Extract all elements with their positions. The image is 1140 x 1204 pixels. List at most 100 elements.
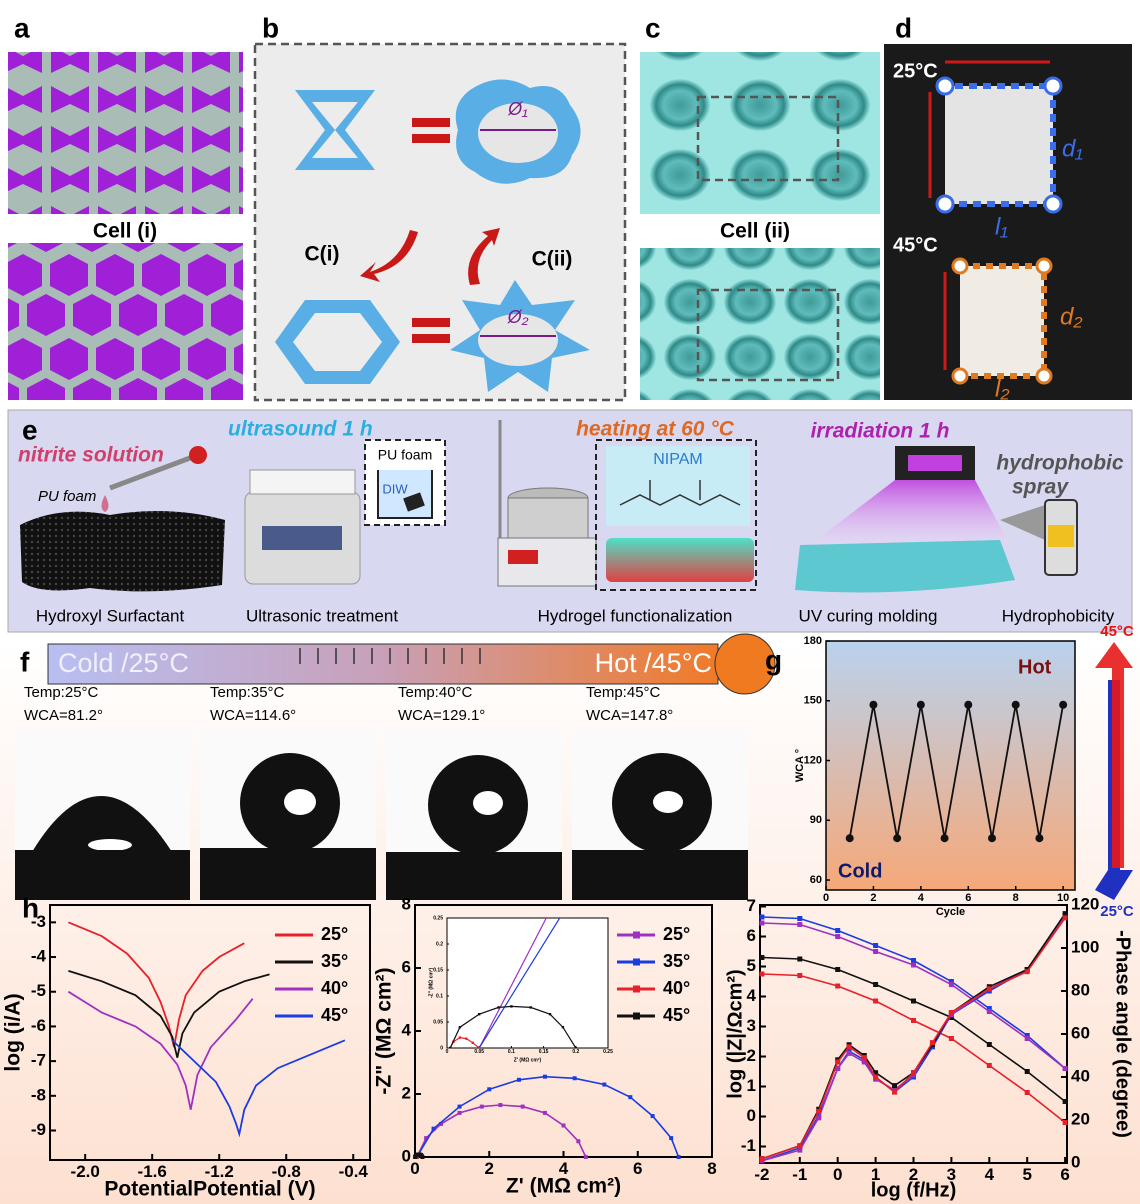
thermometer xyxy=(47,643,719,685)
x-tick-label: 8 xyxy=(707,1159,716,1178)
data-point xyxy=(911,958,916,963)
annotation: DIW xyxy=(382,481,408,496)
panel-letter: c xyxy=(645,12,661,43)
curved-arrow xyxy=(360,230,418,282)
sample xyxy=(945,86,1053,204)
x-axis-label: PotentialPotential (V) xyxy=(104,1178,315,1201)
pipette-bulb xyxy=(189,446,207,464)
annotation: Cold xyxy=(838,860,882,882)
sample-temp: Temp:40°C xyxy=(398,684,473,701)
x-tick-label: 0.1 xyxy=(508,1049,515,1055)
annotation: irradiation 1 h xyxy=(811,420,950,443)
x-tick-label: 0.2 xyxy=(572,1049,579,1055)
x-axis-label: log (f/Hz) xyxy=(871,1179,957,1201)
cold-label: Cold /25°C xyxy=(58,648,189,678)
x-tick-label: 0 xyxy=(410,1159,419,1178)
data-point xyxy=(916,700,925,709)
legend-label: 25° xyxy=(321,924,348,944)
annotation: ultrasound 1 h xyxy=(228,418,373,441)
corner xyxy=(935,76,955,96)
data-point xyxy=(561,1026,565,1029)
dim-label: d₁ xyxy=(1062,135,1083,162)
annotation: nitrite solution xyxy=(18,444,164,467)
legend-label: 45° xyxy=(663,1005,690,1025)
data-point xyxy=(873,982,879,987)
data-point xyxy=(797,916,803,921)
data-point xyxy=(873,1074,879,1080)
data-point xyxy=(1024,1033,1030,1038)
data-point xyxy=(835,1065,841,1071)
substrate xyxy=(572,850,748,900)
y-tick-label: 180 xyxy=(804,635,822,647)
droplet-highlight xyxy=(473,791,503,815)
droplet xyxy=(32,796,172,852)
molecule-box xyxy=(606,446,750,526)
data-point xyxy=(574,1046,577,1048)
dim-label: l₁ xyxy=(995,213,1008,240)
annotation: Hot xyxy=(1018,656,1052,678)
y-axis-label: -Z" (MΩ cm²) xyxy=(373,967,396,1094)
x-tick-label: 2 xyxy=(870,892,876,904)
data-point xyxy=(846,1050,852,1056)
y-tick-label: 2 xyxy=(747,1046,756,1065)
y-tick-label: 0.15 xyxy=(433,967,443,973)
data-point xyxy=(873,949,879,954)
data-point xyxy=(1024,1069,1030,1074)
x-axis-label: Z' (MΩ cm²) xyxy=(506,1175,621,1198)
zoom-box xyxy=(696,288,840,382)
data-point xyxy=(911,998,916,1004)
panel-letter: b xyxy=(262,12,279,43)
x-tick-label: 2 xyxy=(485,1159,494,1178)
data-point xyxy=(797,1147,803,1153)
y2-tick-label: 60 xyxy=(1071,1023,1090,1042)
data-point xyxy=(797,1143,803,1149)
diameter-label: Ø₁ xyxy=(507,99,528,119)
data-line xyxy=(761,917,1066,1160)
panel-letter: a xyxy=(14,12,30,43)
legend-marker xyxy=(633,985,640,993)
data-point xyxy=(471,1041,474,1044)
data-point xyxy=(835,934,841,939)
data-point xyxy=(986,1006,992,1011)
transform-label: C(i) xyxy=(305,243,340,266)
substrate xyxy=(200,848,376,900)
data-point xyxy=(759,955,765,960)
data-point xyxy=(510,1005,513,1008)
data-line xyxy=(68,970,270,1058)
y-tick-label: -8 xyxy=(31,1085,46,1104)
x-tick-label: 0.25 xyxy=(603,1049,613,1055)
data-point xyxy=(846,1044,852,1050)
oil-bath xyxy=(507,497,589,539)
spray-cone xyxy=(1000,505,1045,540)
plot-frame xyxy=(49,904,371,1161)
legend-label: 25° xyxy=(663,924,690,944)
y-tick-label: 7 xyxy=(747,896,756,915)
dim-label: l₂ xyxy=(995,375,1009,402)
legend-marker xyxy=(633,931,640,939)
corner xyxy=(951,257,969,275)
panel-letter: d xyxy=(895,12,912,43)
equals xyxy=(412,318,450,327)
data-point xyxy=(498,1103,503,1108)
data-point xyxy=(1062,911,1068,917)
x-axis-label: Cycle xyxy=(936,906,965,918)
data-line xyxy=(171,1039,346,1138)
zoom-box xyxy=(595,439,757,591)
data-point xyxy=(438,1121,443,1126)
data-point xyxy=(420,1155,425,1159)
data-point xyxy=(1062,1120,1068,1125)
data-point xyxy=(487,1087,492,1092)
x-tick-label: 10 xyxy=(1057,892,1069,904)
y2-tick-label: 0 xyxy=(1071,1152,1080,1171)
y-tick-label: 5 xyxy=(747,956,756,975)
step-label: UV curing molding xyxy=(799,606,938,625)
dim-dashes xyxy=(960,263,1047,379)
data-line xyxy=(848,704,1064,839)
x-tick-label: 4 xyxy=(985,1165,995,1184)
annotation: spray xyxy=(1012,476,1069,499)
equals xyxy=(412,118,450,127)
y-tick-label: -9 xyxy=(31,1120,46,1139)
spray-label xyxy=(1048,525,1074,547)
drop xyxy=(101,495,109,512)
data-point xyxy=(1024,1036,1030,1041)
